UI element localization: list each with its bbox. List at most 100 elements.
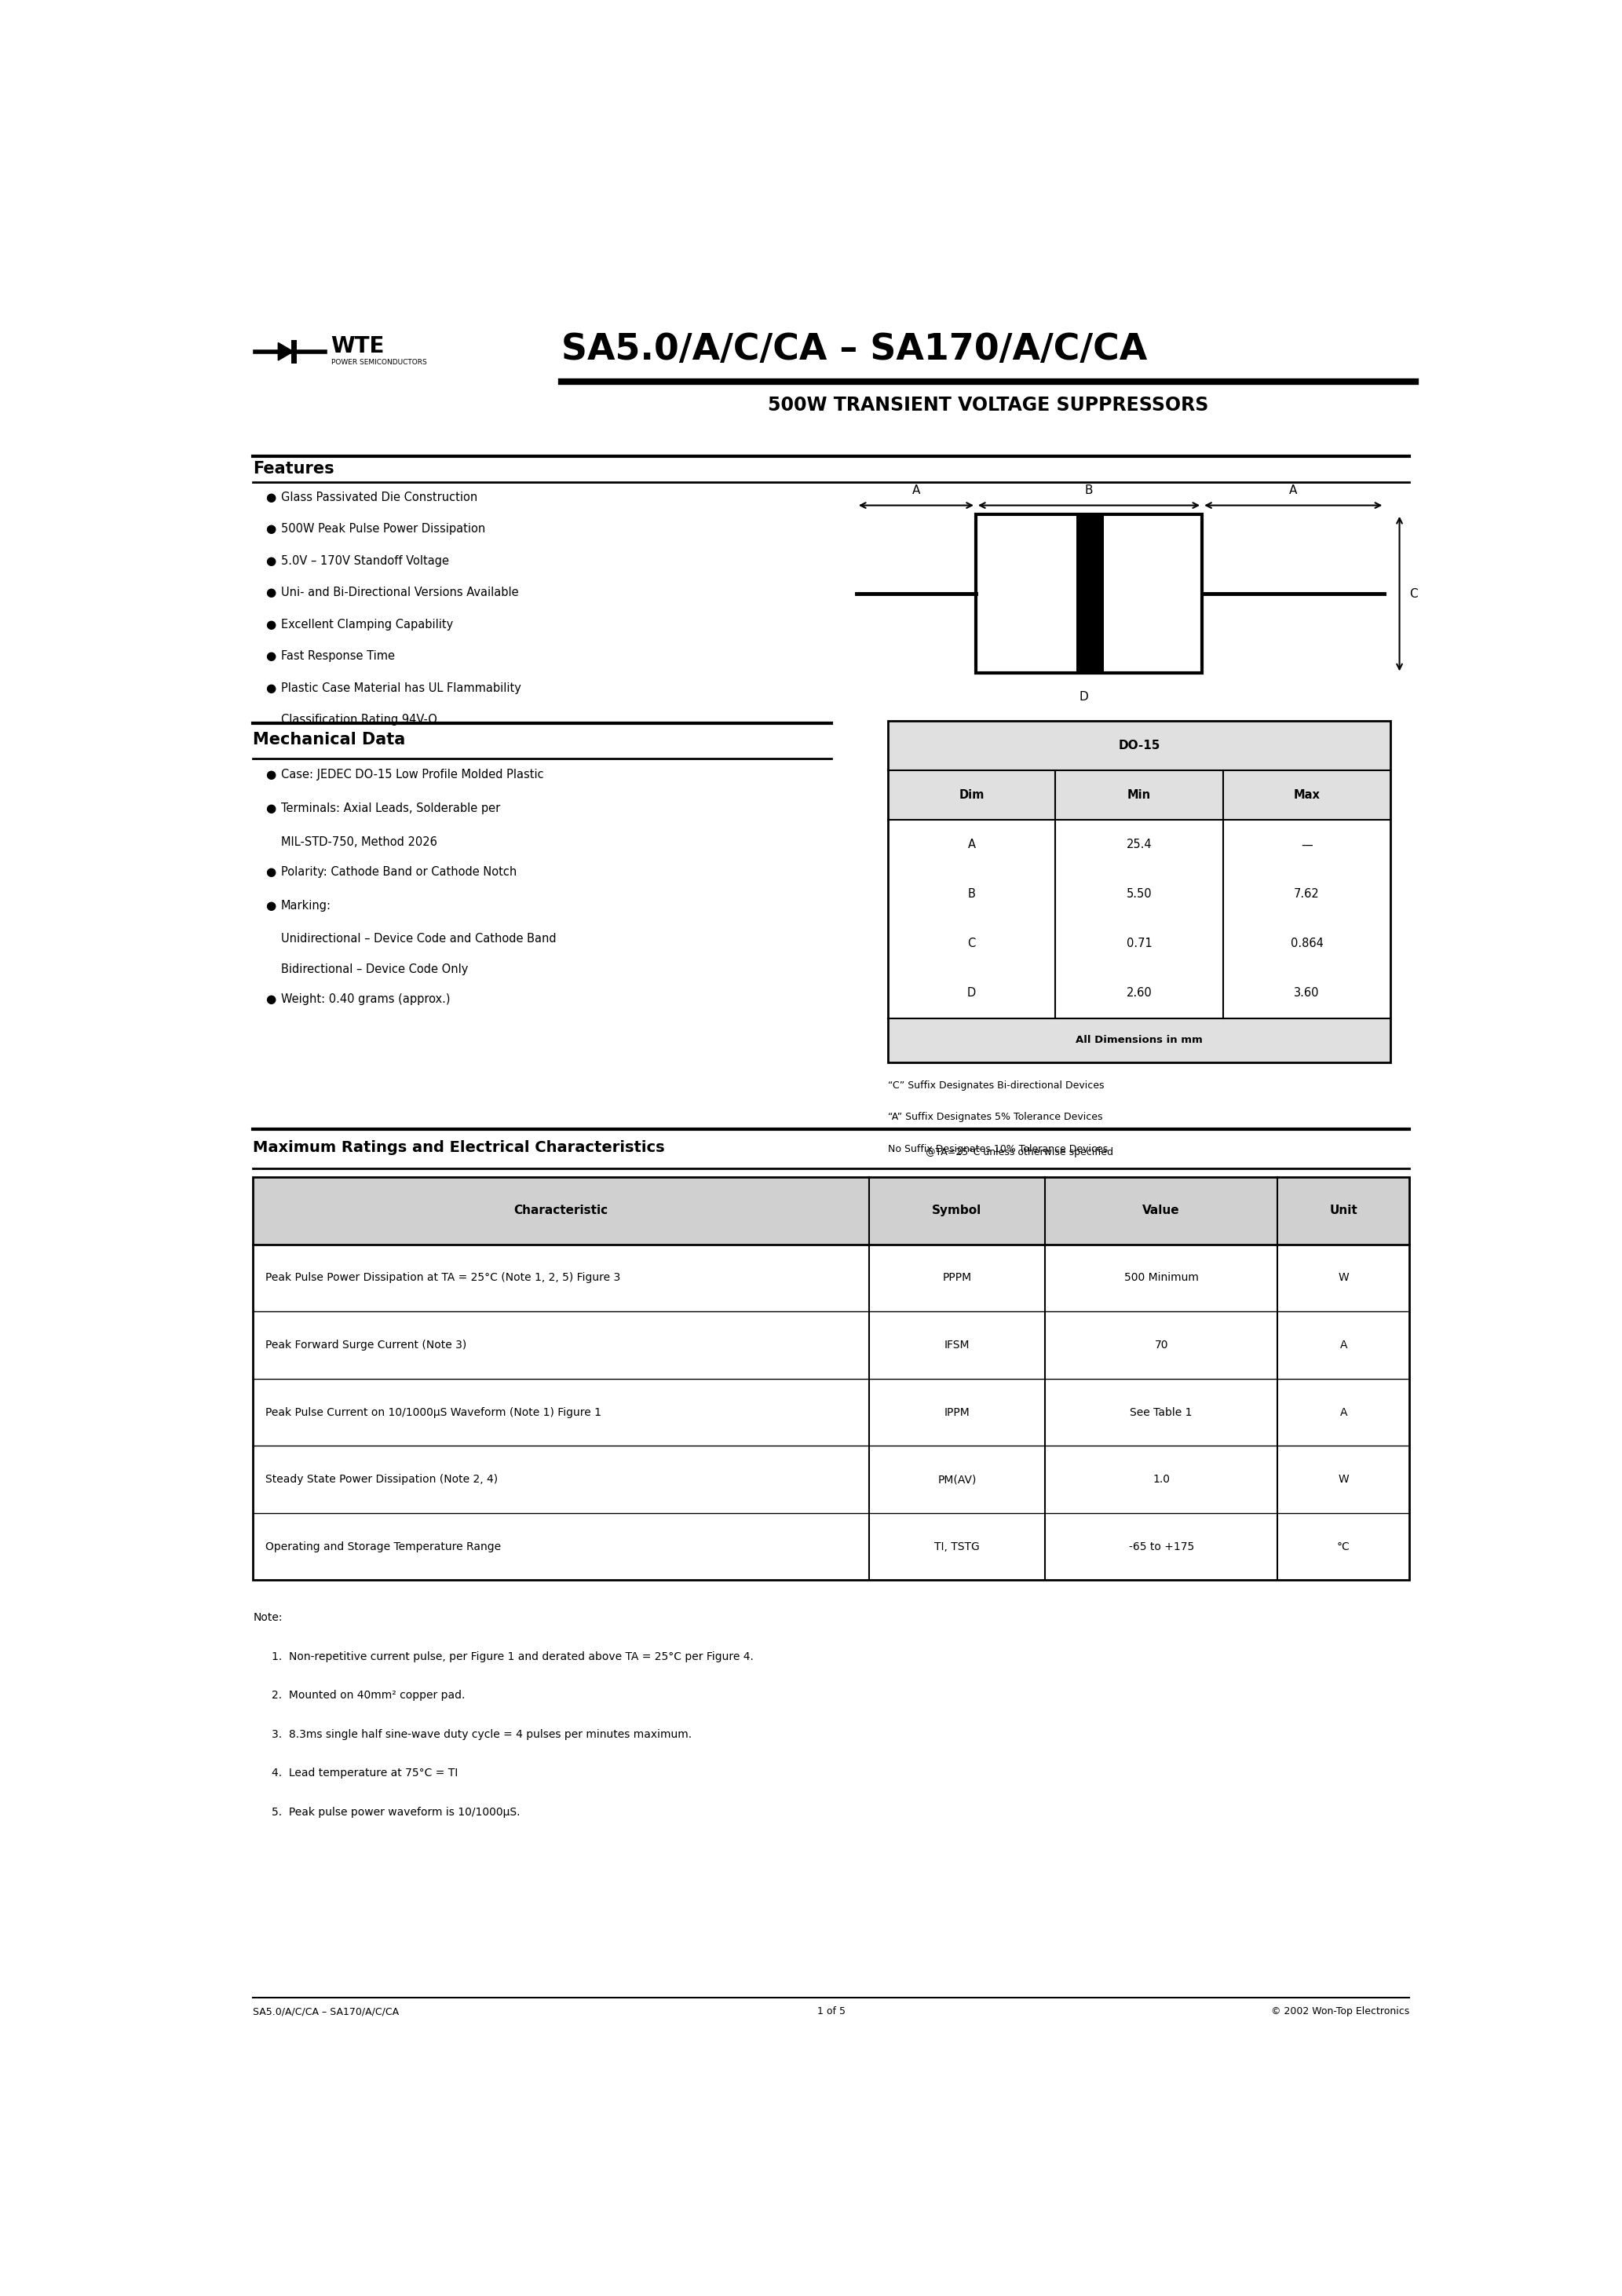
- Text: ●: ●: [266, 588, 276, 599]
- Text: Polarity: Cathode Band or Cathode Notch: Polarity: Cathode Band or Cathode Notch: [281, 866, 516, 877]
- Text: ●: ●: [266, 682, 276, 693]
- Bar: [976, 514, 1202, 673]
- Text: 1 of 5: 1 of 5: [817, 2007, 845, 2016]
- Text: Plastic Case Material has UL Flammability: Plastic Case Material has UL Flammabilit…: [281, 682, 521, 693]
- Text: PM(AV): PM(AV): [938, 1474, 976, 1486]
- Text: Case: JEDEC DO-15 Low Profile Molded Plastic: Case: JEDEC DO-15 Low Profile Molded Pla…: [281, 769, 543, 781]
- Text: A: A: [1340, 1339, 1348, 1350]
- Text: C: C: [1410, 588, 1418, 599]
- Text: Peak Pulse Power Dissipation at TA = 25°C (Note 1, 2, 5) Figure 3: Peak Pulse Power Dissipation at TA = 25°…: [266, 1272, 621, 1283]
- Text: Operating and Storage Temperature Range: Operating and Storage Temperature Range: [266, 1541, 501, 1552]
- Text: D: D: [1079, 691, 1088, 703]
- Text: A: A: [968, 838, 975, 852]
- Text: PPPM: PPPM: [942, 1272, 972, 1283]
- Text: 25.4: 25.4: [1126, 838, 1152, 852]
- Text: Symbol: Symbol: [933, 1205, 981, 1217]
- Text: Features: Features: [253, 461, 334, 478]
- Bar: [887, 721, 1390, 771]
- Text: °C: °C: [1337, 1541, 1350, 1552]
- Text: 5.0V – 170V Standoff Voltage: 5.0V – 170V Standoff Voltage: [281, 556, 449, 567]
- Text: Marking:: Marking:: [281, 900, 331, 912]
- Text: A: A: [1289, 484, 1298, 496]
- Text: Peak Pulse Current on 10/1000μS Waveform (Note 1) Figure 1: Peak Pulse Current on 10/1000μS Waveform…: [266, 1407, 602, 1419]
- Text: Unidirectional – Device Code and Cathode Band: Unidirectional – Device Code and Cathode…: [281, 932, 556, 946]
- Bar: [887, 771, 1390, 820]
- Text: 1.0: 1.0: [1153, 1474, 1169, 1486]
- Polygon shape: [279, 342, 294, 360]
- Text: POWER SEMICONDUCTORS: POWER SEMICONDUCTORS: [331, 358, 427, 365]
- Text: Note:: Note:: [253, 1612, 282, 1623]
- Text: B: B: [1085, 484, 1093, 496]
- Text: C: C: [968, 937, 976, 951]
- Text: ●: ●: [266, 994, 276, 1006]
- Text: Classification Rating 94V-O: Classification Rating 94V-O: [281, 714, 436, 726]
- Bar: [1077, 514, 1105, 673]
- Bar: [887, 721, 1390, 1063]
- Text: ●: ●: [266, 523, 276, 535]
- Text: 5.  Peak pulse power waveform is 10/1000μS.: 5. Peak pulse power waveform is 10/1000μ…: [272, 1807, 521, 1818]
- Text: Unit: Unit: [1330, 1205, 1358, 1217]
- Text: ●: ●: [266, 769, 276, 781]
- Text: 5.50: 5.50: [1126, 889, 1152, 900]
- Text: Mechanical Data: Mechanical Data: [253, 732, 406, 746]
- Text: 3.60: 3.60: [1294, 987, 1320, 999]
- Text: 500W TRANSIENT VOLTAGE SUPPRESSORS: 500W TRANSIENT VOLTAGE SUPPRESSORS: [769, 395, 1208, 416]
- Text: 1.  Non-repetitive current pulse, per Figure 1 and derated above TA = 25°C per F: 1. Non-repetitive current pulse, per Fig…: [272, 1651, 754, 1662]
- Text: Max: Max: [1294, 790, 1320, 801]
- Bar: [253, 1178, 1410, 1244]
- Text: “A” Suffix Designates 5% Tolerance Devices: “A” Suffix Designates 5% Tolerance Devic…: [887, 1111, 1103, 1123]
- Text: Min: Min: [1127, 790, 1152, 801]
- Text: Maximum Ratings and Electrical Characteristics: Maximum Ratings and Electrical Character…: [253, 1141, 665, 1155]
- Text: Excellent Clamping Capability: Excellent Clamping Capability: [281, 618, 453, 631]
- Text: W: W: [1338, 1272, 1350, 1283]
- Text: SA5.0/A/C/CA – SA170/A/C/CA: SA5.0/A/C/CA – SA170/A/C/CA: [253, 2007, 399, 2016]
- Text: ●: ●: [266, 650, 276, 661]
- Text: Dim: Dim: [959, 790, 985, 801]
- Text: IFSM: IFSM: [944, 1339, 970, 1350]
- Text: See Table 1: See Table 1: [1131, 1407, 1192, 1419]
- Text: —: —: [1301, 838, 1312, 852]
- Text: MIL-STD-750, Method 2026: MIL-STD-750, Method 2026: [281, 836, 436, 847]
- Text: Bidirectional – Device Code Only: Bidirectional – Device Code Only: [281, 964, 467, 976]
- Text: ●: ●: [266, 618, 276, 631]
- Bar: [887, 1017, 1390, 1063]
- Text: Fast Response Time: Fast Response Time: [281, 650, 394, 661]
- Text: No Suffix Designates 10% Tolerance Devices: No Suffix Designates 10% Tolerance Devic…: [887, 1143, 1108, 1155]
- Text: A: A: [912, 484, 920, 496]
- Text: 3.  8.3ms single half sine-wave duty cycle = 4 pulses per minutes maximum.: 3. 8.3ms single half sine-wave duty cycl…: [272, 1729, 693, 1740]
- Text: IPPM: IPPM: [944, 1407, 970, 1419]
- Text: D: D: [967, 987, 976, 999]
- Text: -65 to +175: -65 to +175: [1129, 1541, 1194, 1552]
- Text: Peak Forward Surge Current (Note 3): Peak Forward Surge Current (Note 3): [266, 1339, 467, 1350]
- Text: TI, TSTG: TI, TSTG: [934, 1541, 980, 1552]
- Text: 500 Minimum: 500 Minimum: [1124, 1272, 1199, 1283]
- Text: ●: ●: [266, 801, 276, 815]
- Text: DO-15: DO-15: [1118, 739, 1160, 751]
- Text: ●: ●: [266, 491, 276, 503]
- Text: ●: ●: [266, 556, 276, 567]
- Text: B: B: [968, 889, 975, 900]
- Text: 2.60: 2.60: [1126, 987, 1152, 999]
- Text: Steady State Power Dissipation (Note 2, 4): Steady State Power Dissipation (Note 2, …: [266, 1474, 498, 1486]
- Text: W: W: [1338, 1474, 1350, 1486]
- Text: 0.864: 0.864: [1291, 937, 1324, 951]
- Text: 2.  Mounted on 40mm² copper pad.: 2. Mounted on 40mm² copper pad.: [272, 1690, 466, 1701]
- Text: SA5.0/A/C/CA – SA170/A/C/CA: SA5.0/A/C/CA – SA170/A/C/CA: [561, 333, 1147, 367]
- Text: Characteristic: Characteristic: [514, 1205, 608, 1217]
- Text: 7.62: 7.62: [1294, 889, 1320, 900]
- Text: Weight: 0.40 grams (approx.): Weight: 0.40 grams (approx.): [281, 994, 449, 1006]
- Bar: [253, 1178, 1410, 1580]
- Text: 70: 70: [1155, 1339, 1168, 1350]
- Text: “C” Suffix Designates Bi-directional Devices: “C” Suffix Designates Bi-directional Dev…: [887, 1081, 1105, 1091]
- Text: © 2002 Won-Top Electronics: © 2002 Won-Top Electronics: [1272, 2007, 1410, 2016]
- Text: ●: ●: [266, 900, 276, 912]
- Text: Uni- and Bi-Directional Versions Available: Uni- and Bi-Directional Versions Availab…: [281, 588, 519, 599]
- Text: Terminals: Axial Leads, Solderable per: Terminals: Axial Leads, Solderable per: [281, 801, 500, 815]
- Text: Value: Value: [1142, 1205, 1179, 1217]
- Text: 4.  Lead temperature at 75°C = TI: 4. Lead temperature at 75°C = TI: [272, 1768, 457, 1779]
- Text: ●: ●: [266, 866, 276, 877]
- Text: @TA=25°C unless otherwise specified: @TA=25°C unless otherwise specified: [926, 1148, 1113, 1157]
- Text: 500W Peak Pulse Power Dissipation: 500W Peak Pulse Power Dissipation: [281, 523, 485, 535]
- Text: A: A: [1340, 1407, 1348, 1419]
- Text: 0.71: 0.71: [1126, 937, 1152, 951]
